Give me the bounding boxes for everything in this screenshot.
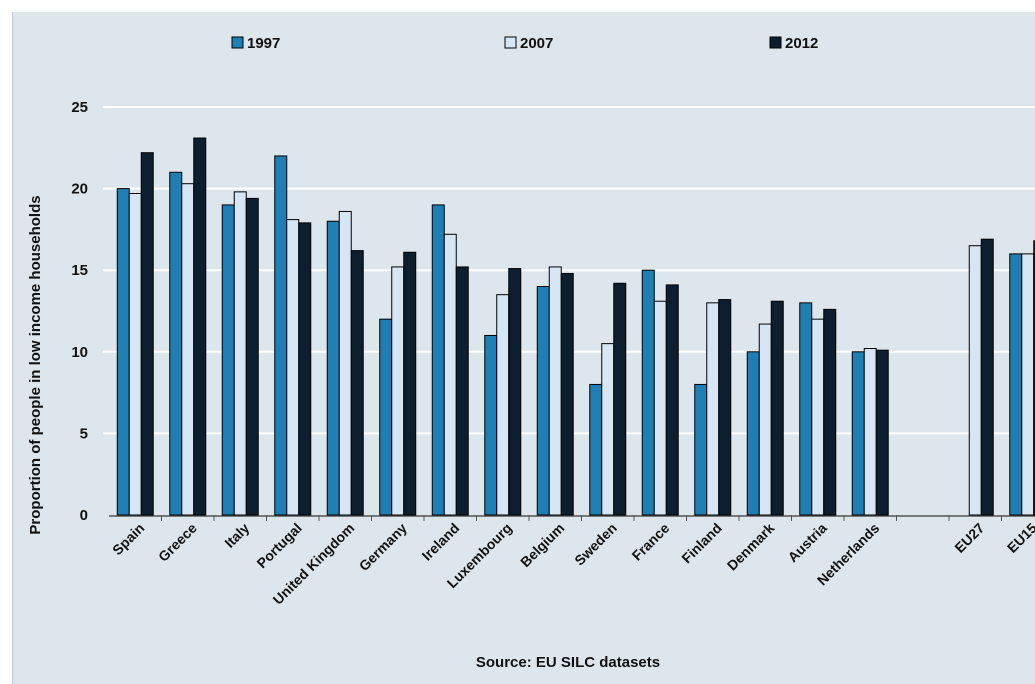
- bar-1997: [116, 188, 130, 516]
- y-tick-label: 20: [71, 181, 88, 198]
- legend-swatch-2007: [504, 36, 517, 49]
- bar-1997: [379, 318, 393, 516]
- x-category-label: Italy: [221, 520, 252, 551]
- bar-2012: [980, 238, 994, 516]
- bar-2007: [391, 266, 405, 516]
- x-category-label: Austria: [784, 520, 830, 566]
- y-axis-title: Proportion of people in low income house…: [27, 195, 44, 534]
- bar-2012: [613, 282, 627, 516]
- bar-2007: [128, 192, 142, 516]
- bar-2012: [298, 222, 312, 516]
- bar-2007: [811, 318, 825, 516]
- bar-1997: [589, 383, 603, 516]
- bar-1997: [484, 334, 498, 516]
- x-category-label: Portugal: [253, 520, 304, 571]
- x-category-label: EU15: [1004, 520, 1035, 556]
- bar-2007: [653, 300, 667, 516]
- bar-2012: [455, 266, 469, 516]
- bar-2007: [968, 245, 982, 516]
- bars: [116, 137, 1035, 516]
- y-tick-label: 15: [71, 262, 88, 279]
- bar-1997: [746, 351, 760, 516]
- bar-2012: [665, 284, 679, 516]
- bar-2012: [718, 299, 732, 516]
- bar-2012: [140, 152, 154, 516]
- y-axis-ticks: 0 5 10 15 20 25: [71, 99, 88, 524]
- legend-label-1997: 1997: [247, 35, 280, 52]
- bar-2007: [863, 348, 877, 516]
- x-category-label: Sweden: [571, 520, 620, 569]
- bar-1997: [326, 220, 340, 516]
- x-category-label: Finland: [678, 520, 725, 567]
- bar-2007: [601, 343, 615, 516]
- legend-label-2012: 2012: [785, 35, 818, 52]
- bar-2007: [233, 191, 247, 516]
- bar-2007: [1021, 253, 1035, 516]
- bar-1997: [799, 302, 813, 516]
- bar-2012: [875, 349, 889, 516]
- bar-1997: [641, 269, 655, 516]
- bar-2012: [823, 308, 837, 516]
- bar-1997: [221, 204, 235, 516]
- y-tick-label: 5: [80, 425, 88, 442]
- x-category-label: EU27: [951, 520, 987, 556]
- x-category-label: Germany: [356, 520, 410, 574]
- x-category-label: France: [629, 520, 673, 564]
- bar-2007: [706, 302, 720, 516]
- bar-2007: [181, 183, 195, 516]
- x-category-label: Greece: [155, 520, 200, 565]
- bar-1997: [169, 171, 183, 516]
- bar-2012: [403, 251, 417, 516]
- bar-1997: [851, 351, 865, 516]
- source-note: Source: EU SILC datasets: [476, 654, 660, 671]
- bar-1997: [431, 204, 445, 516]
- legend: 1997 2007 2012: [231, 35, 818, 52]
- legend-swatch-1997: [231, 36, 244, 49]
- y-tick-label: 0: [80, 507, 88, 524]
- y-tick-label: 25: [71, 99, 88, 116]
- bar-1997: [274, 155, 288, 516]
- legend-swatch-2012: [769, 36, 782, 49]
- bar-2007: [548, 266, 562, 516]
- bar-2007: [496, 294, 510, 516]
- bar-1997: [1009, 253, 1023, 516]
- x-category-label: Denmark: [724, 520, 778, 574]
- y-tick-label: 10: [71, 344, 88, 361]
- bar-2012: [770, 300, 784, 516]
- x-category-label: Belgium: [517, 520, 567, 570]
- bar-1997: [536, 286, 550, 516]
- bar-2012: [193, 137, 207, 516]
- bar-2007: [443, 233, 457, 516]
- bar-2012: [560, 272, 574, 516]
- bar-2007: [338, 210, 352, 516]
- bar-2007: [758, 323, 772, 516]
- bar-1997: [694, 383, 708, 516]
- x-category-label: Spain: [109, 520, 147, 558]
- legend-label-2007: 2007: [520, 35, 553, 52]
- bar-2012: [508, 268, 522, 516]
- bar-2012: [1033, 240, 1035, 516]
- bar-2012: [350, 250, 364, 516]
- bar-2007: [286, 219, 300, 516]
- x-category-label: Ireland: [419, 520, 463, 564]
- bar-2012: [245, 197, 259, 516]
